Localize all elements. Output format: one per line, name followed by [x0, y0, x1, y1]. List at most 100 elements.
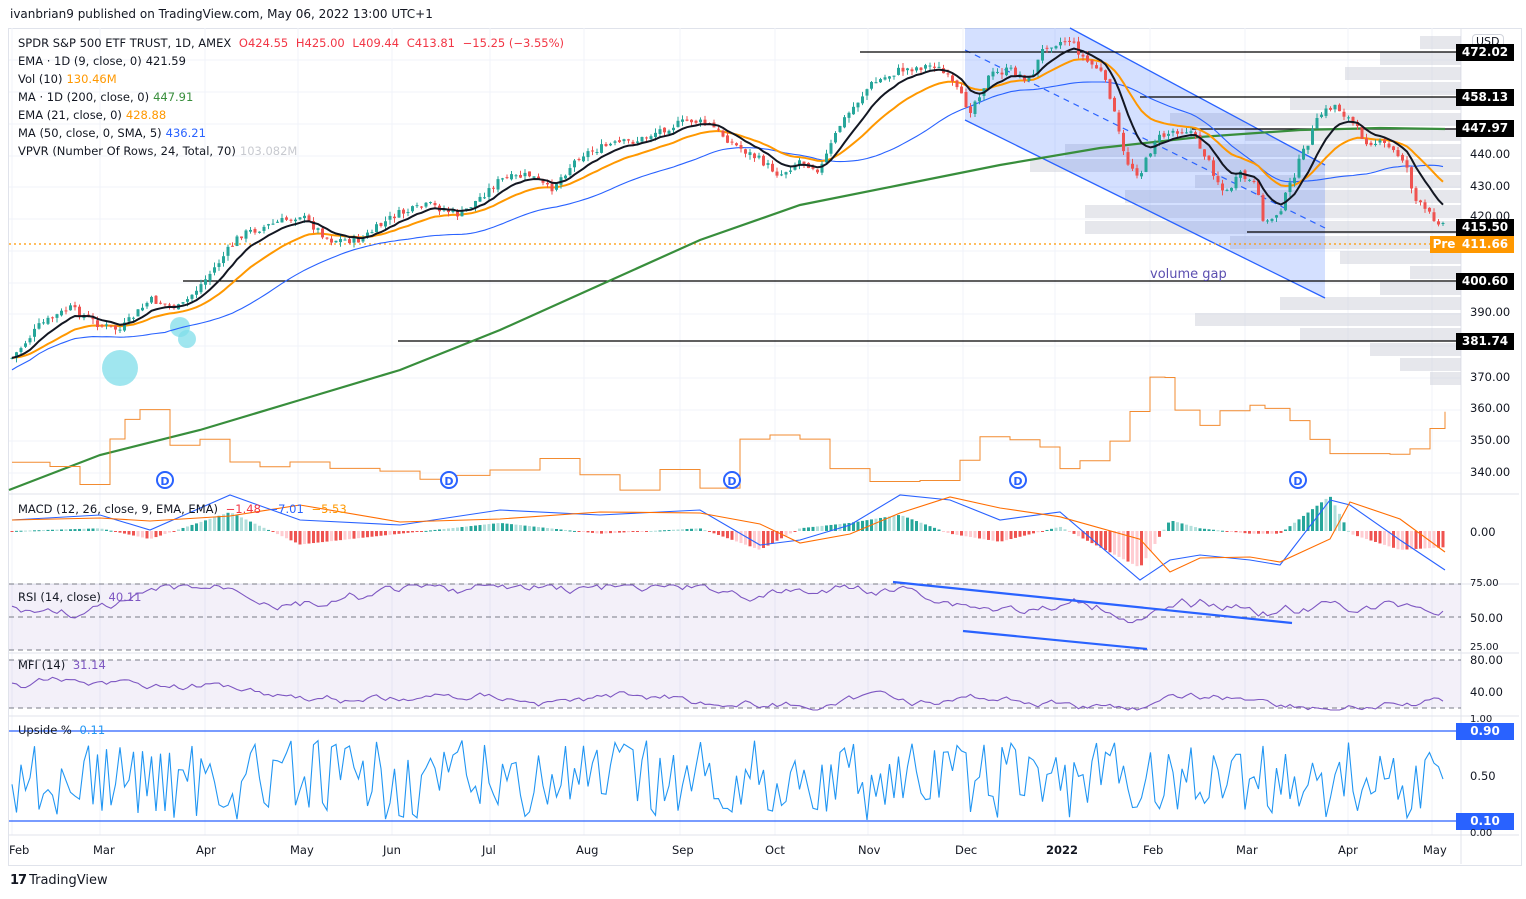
highlight-circles [102, 317, 196, 386]
ohlc-close: C413.81 [406, 36, 455, 50]
mfi-axis-80: 80.00 [1470, 653, 1503, 667]
ohlc-high: H425.00 [295, 36, 345, 50]
tradingview-logo[interactable]: 17 TradingView [10, 873, 108, 888]
macd-signal-line [11, 496, 1446, 573]
time-label: Mar [93, 843, 115, 857]
macd-hist-value: −1.48 [225, 502, 261, 516]
rsi-axis-50: 50.00 [1470, 611, 1503, 625]
price-tick: 340.00 [1470, 465, 1511, 479]
symbol-name: SPDR S&P 500 ETF TRUST, 1D, AMEX [18, 36, 232, 50]
vpvr-value: 103.082M [239, 144, 298, 158]
upside-axis-050: 0.50 [1470, 769, 1496, 783]
ohlc-open: O424.55 [238, 36, 289, 50]
ema9-line [11, 47, 1444, 359]
ma200-line [8, 126, 1446, 492]
mfi-line [11, 676, 1444, 711]
time-label: Feb [1143, 843, 1164, 857]
time-label-year: 2022 [1046, 843, 1079, 857]
rsi-label: RSI (14, close) [18, 590, 101, 604]
upside-tag-090: 0.90 [1456, 723, 1514, 740]
upside-levels [9, 730, 1461, 822]
price-tick: 430.00 [1470, 179, 1511, 193]
ema9-label: EMA · 1D (9, close, 0) [18, 54, 142, 68]
volume-line [12, 376, 1446, 491]
time-label: Sep [672, 843, 694, 857]
legend-ma50[interactable]: MA (50, close, 0, SMA, 5) 436.21 [18, 126, 210, 140]
upside-tag-010: 0.10 [1456, 813, 1514, 830]
brand-name: TradingView [29, 873, 108, 888]
time-label: Nov [858, 843, 881, 857]
mfi-value: 31.14 [72, 658, 106, 672]
time-label: May [290, 843, 314, 857]
time-label: Feb [9, 843, 30, 857]
level-tag-458[interactable]: 458.13 [1456, 89, 1514, 106]
level-tag-381[interactable]: 381.74 [1456, 333, 1514, 350]
premarket-price-tag: 411.66 [1456, 236, 1514, 253]
legend-ema9[interactable]: EMA · 1D (9, close, 0) 421.59 [18, 54, 190, 68]
vol-value: 130.46M [66, 72, 117, 86]
time-label: Aug [576, 843, 599, 857]
macd-line-value: −7.01 [268, 502, 304, 516]
grid-lines [9, 28, 1461, 835]
level-tag-472[interactable]: 472.02 [1456, 44, 1514, 61]
ma200-value: 447.91 [153, 90, 194, 104]
legend-upside[interactable]: Upside % 0.11 [18, 723, 109, 737]
time-label: Apr [196, 843, 216, 857]
legend-symbol-row: SPDR S&P 500 ETF TRUST, 1D, AMEX O424.55… [18, 36, 568, 50]
macd-label: MACD (12, 26, close, 9, EMA, EMA) [18, 502, 218, 516]
macd-signal-value: −5.53 [311, 502, 347, 516]
legend-ma200[interactable]: MA · 1D (200, close, 0) 447.91 [18, 90, 197, 104]
macd-axis-zero: 0.00 [1470, 525, 1496, 539]
macd-line [11, 494, 1446, 581]
legend-vol[interactable]: Vol (10) 130.46M [18, 72, 121, 86]
legend-mfi[interactable]: MFI (14) 31.14 [18, 658, 110, 672]
ema21-label: EMA (21, close, 0) [18, 108, 122, 122]
level-tag-400[interactable]: 400.60 [1456, 273, 1514, 290]
time-label: Dec [955, 843, 978, 857]
rsi-axis-25: 25.00 [1470, 642, 1499, 653]
ma200-label: MA · 1D (200, close, 0) [18, 90, 150, 104]
price-tick: 390.00 [1470, 305, 1511, 319]
time-label: Mar [1236, 843, 1258, 857]
mfi-label: MFI (14) [18, 658, 66, 672]
mfi-band [9, 660, 1461, 708]
upside-axis-100: 1.00 [1470, 714, 1493, 725]
ohlc-low: L409.44 [352, 36, 400, 50]
time-label: Jul [482, 843, 496, 857]
price-tick: 370.00 [1470, 370, 1511, 384]
vol-label: Vol (10) [18, 72, 63, 86]
rsi-axis-75: 75.00 [1470, 578, 1499, 589]
price-tick: 360.00 [1470, 401, 1511, 415]
legend-vpvr[interactable]: VPVR (Number Of Rows, 24, Total, 70) 103.… [18, 144, 301, 158]
price-tick: 350.00 [1470, 433, 1511, 447]
rsi-divergence-lines[interactable] [892, 580, 1293, 651]
rsi-line [11, 584, 1444, 624]
level-tag-447[interactable]: 447.97 [1456, 120, 1514, 137]
rsi-levels [9, 583, 1461, 651]
time-label: Oct [765, 843, 785, 857]
tv-logo-icon: 17 [10, 873, 27, 888]
time-label: May [1423, 843, 1447, 857]
horizontal-levels[interactable] [183, 51, 1461, 342]
time-label: Apr [1338, 843, 1358, 857]
rsi-value: 40.11 [108, 590, 142, 604]
legend-ema21[interactable]: EMA (21, close, 0) 428.88 [18, 108, 170, 122]
upside-label: Upside % [18, 723, 72, 737]
legend-rsi[interactable]: RSI (14, close) 40.11 [18, 590, 145, 604]
dividend-marker[interactable]: D [440, 471, 458, 489]
mfi-axis-40: 40.00 [1470, 685, 1503, 699]
legend-macd[interactable]: MACD (12, 26, close, 9, EMA, EMA) −1.48 … [18, 502, 351, 516]
dividend-marker[interactable]: D [1009, 471, 1027, 489]
dividend-marker[interactable]: D [156, 471, 174, 489]
ma50-value: 436.21 [165, 126, 206, 140]
dividend-marker[interactable]: D [723, 471, 741, 489]
upside-value: 0.11 [79, 723, 106, 737]
mfi-levels [9, 659, 1461, 709]
ma50-label: MA (50, close, 0, SMA, 5) [18, 126, 162, 140]
dividend-marker[interactable]: D [1289, 471, 1307, 489]
ema9-value: 421.59 [145, 54, 186, 68]
level-tag-415[interactable]: 415.50 [1456, 219, 1514, 236]
vpvr-label: VPVR (Number Of Rows, 24, Total, 70) [18, 144, 236, 158]
volume-gap-annotation[interactable]: volume gap [1150, 267, 1227, 282]
